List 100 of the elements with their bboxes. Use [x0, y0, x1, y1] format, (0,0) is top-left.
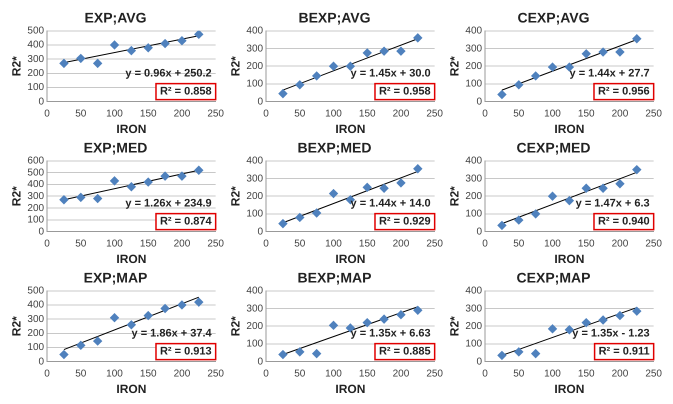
point: [295, 212, 304, 222]
y-tick-label: 100: [27, 342, 45, 354]
y-axis-title: R2*: [448, 56, 462, 76]
point: [598, 316, 608, 325]
x-tick-label: 100: [544, 368, 562, 380]
y-tick-label: 200: [465, 320, 483, 332]
annotation: y = 1.86x + 37.4: [132, 328, 213, 340]
y-tick-label: 0: [476, 356, 483, 368]
y-tick-label: 400: [27, 40, 45, 51]
y-tick-label: 200: [465, 190, 483, 202]
point: [312, 349, 322, 358]
point: [346, 323, 355, 332]
point: [564, 325, 574, 334]
point: [177, 300, 186, 310]
x-tick-label: 100: [325, 108, 342, 120]
y-tick-label: 0: [38, 96, 45, 108]
point: [362, 182, 372, 192]
point: [160, 304, 170, 313]
y-tick-label: 0: [258, 226, 264, 238]
annotation: R² = 0.858: [160, 86, 212, 98]
x-tick-label: 50: [513, 368, 525, 380]
point: [346, 62, 355, 71]
x-axis-title: IRON: [554, 122, 584, 136]
y-tick-label: 200: [27, 328, 45, 340]
point: [93, 336, 102, 346]
x-axis-title: IRON: [554, 252, 584, 266]
point: [396, 46, 406, 56]
point: [144, 311, 153, 320]
y-tick-label: 300: [246, 43, 264, 54]
y-tick-label: 100: [465, 208, 483, 220]
annotation: R² = 0.929: [378, 216, 431, 228]
y-tick-label: 200: [27, 68, 45, 80]
point: [59, 195, 68, 204]
y-tick-label: 300: [246, 173, 264, 184]
annotation: R² = 0.874: [160, 216, 213, 228]
y-tick-label: 100: [465, 78, 483, 90]
point: [564, 62, 574, 72]
point: [160, 172, 170, 181]
point: [110, 176, 120, 186]
point: [144, 43, 153, 52]
y-axis-title: R2*: [10, 316, 24, 336]
chart-title: CEXP;MAP: [516, 269, 590, 286]
point: [582, 49, 591, 58]
x-axis-title: IRON: [116, 382, 146, 396]
x-tick-label: 50: [294, 238, 306, 250]
x-tick-label: 250: [207, 238, 224, 250]
annotation: R² = 0.885: [378, 346, 431, 358]
point: [548, 62, 558, 72]
point: [126, 46, 136, 56]
chart-title: EXP;AVG: [84, 9, 147, 26]
y-tick-label: 200: [465, 60, 483, 72]
x-axis-title: IRON: [335, 122, 366, 136]
y-tick-label: 200: [246, 190, 264, 202]
point: [278, 350, 288, 360]
point: [380, 184, 389, 193]
point: [632, 165, 642, 174]
y-axis-title: R2*: [448, 186, 462, 206]
annotation: R² = 0.911: [598, 346, 650, 358]
point: [531, 209, 540, 218]
x-tick-label: 50: [75, 238, 87, 250]
y-tick-label: 0: [476, 96, 483, 108]
x-tick-label: 250: [645, 108, 662, 120]
x-tick-label: 150: [140, 108, 158, 120]
y-tick-label: 200: [246, 60, 264, 72]
y-tick-label: 600: [27, 156, 45, 167]
y-tick-label: 500: [27, 167, 45, 178]
x-tick-label: 200: [174, 108, 191, 120]
annotation: y = 1.35x + 6.63: [350, 328, 431, 340]
x-axis-title: IRON: [116, 122, 146, 136]
x-tick-label: 250: [426, 368, 444, 380]
point: [615, 48, 624, 57]
y-axis-title: R2*: [448, 316, 462, 336]
y-tick-label: 0: [38, 226, 45, 238]
y-tick-label: 100: [246, 78, 264, 90]
point: [93, 194, 102, 204]
x-axis-title: IRON: [335, 382, 366, 396]
point: [278, 219, 288, 228]
point: [615, 311, 624, 320]
x-tick-label: 150: [578, 238, 596, 250]
y-tick-label: 100: [27, 214, 45, 226]
x-tick-label: 250: [645, 238, 662, 250]
point: [497, 90, 506, 100]
y-tick-label: 400: [246, 286, 264, 297]
point: [514, 216, 524, 225]
chart-title: EXP;MAP: [84, 269, 148, 286]
annotation: R² = 0.956: [598, 86, 650, 98]
point: [514, 347, 524, 356]
annotation: R² = 0.940: [598, 216, 650, 228]
y-axis-title: R2*: [10, 186, 24, 206]
x-tick-label: 200: [392, 108, 410, 120]
x-tick-label: 250: [645, 368, 662, 380]
point: [615, 179, 624, 188]
x-tick-label: 150: [358, 108, 376, 120]
point: [110, 40, 120, 50]
annotation: R² = 0.913: [160, 346, 212, 358]
point: [110, 313, 120, 322]
y-tick-label: 100: [246, 208, 264, 220]
point: [329, 320, 338, 330]
point: [413, 33, 422, 42]
chart-title: BEXP;MED: [298, 139, 372, 156]
